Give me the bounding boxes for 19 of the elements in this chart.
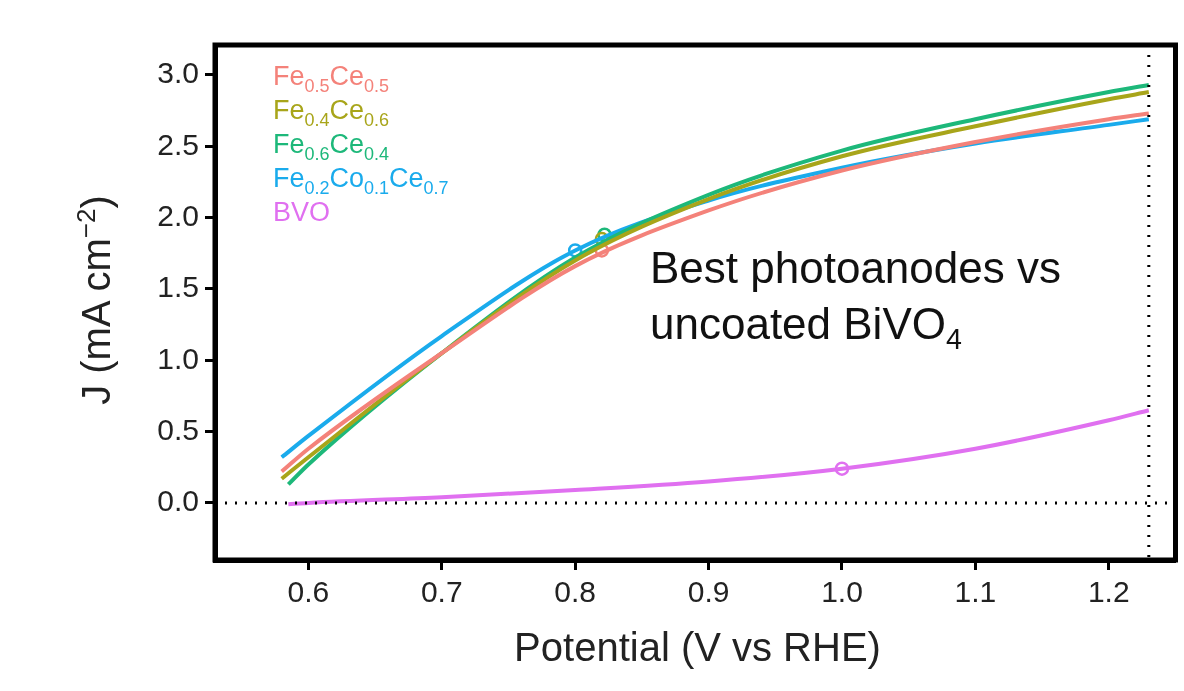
x-tick-label: 0.7 — [420, 575, 463, 609]
y-tick-label: 3.0 — [157, 56, 199, 90]
y-tick-label: 2.5 — [157, 127, 199, 161]
x-tick-label: 1.0 — [821, 575, 863, 609]
x-tick-label: 1.1 — [954, 575, 997, 609]
line-series — [286, 408, 1151, 507]
annotation: Best photoanodes vs uncoated BiVO$_{4}$ — [650, 242, 1062, 357]
x-axis-title: Potential (V vs RHE) — [513, 625, 882, 670]
y-tick-label: 0.0 — [157, 484, 199, 518]
y-tick-label: 2.0 — [157, 198, 199, 232]
y-tick-label: 0.5 — [157, 412, 199, 446]
y-tick-label: 1.0 — [157, 341, 199, 375]
x-tick-label: 1.2 — [1087, 575, 1130, 609]
x-tick-label: 0.8 — [554, 575, 597, 609]
point — [834, 461, 850, 476]
x-tick-label: 0.6 — [287, 575, 330, 609]
x-tick-label: 0.9 — [687, 575, 730, 609]
text: BVO — [273, 197, 331, 227]
y-tick-label: 1.5 — [157, 270, 199, 304]
